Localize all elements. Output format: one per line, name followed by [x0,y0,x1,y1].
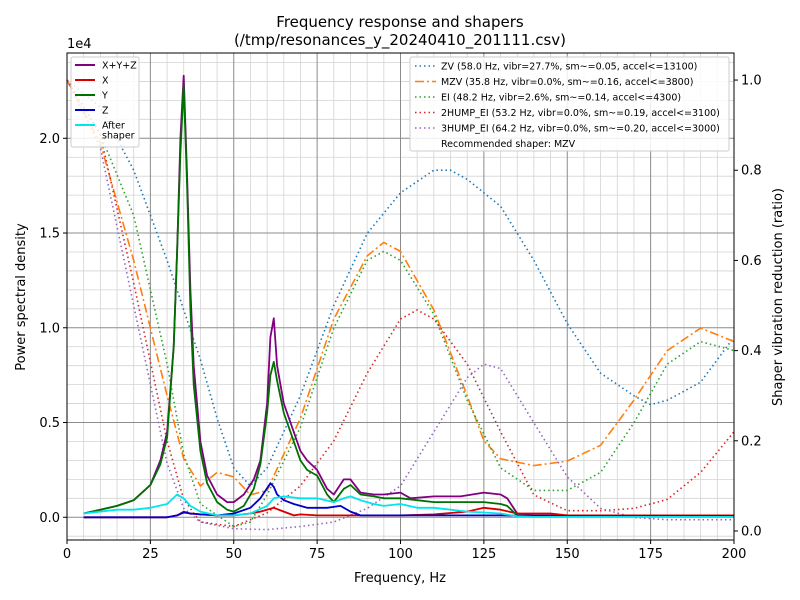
y-right-tick-label: 0.6 [741,254,762,269]
x-tick-label: 200 [722,547,747,562]
x-tick-label: 50 [225,547,242,562]
x-tick-label: 175 [638,547,663,562]
shaper-line-zv [66,79,735,488]
y-right-tick-label: 0.0 [741,524,762,539]
y-left-tick-label: 1.0 [39,321,60,336]
x-tick-label: 125 [471,547,496,562]
legend-label-zv: ZV (58.0 Hz, vibr=27.7%, sm~=0.05, accel… [441,62,697,73]
chart-title-line1: Frequency response and shapers [276,13,524,31]
y-right-tick-label: 0.8 [741,164,762,179]
y-left-tick-label: 0.5 [39,416,60,431]
psd-line-y [83,84,734,518]
x-tick-label: 75 [309,547,326,562]
y-axis-left-label: Power spectral density [14,223,29,371]
legend-label-2hump-ei: 2HUMP_EI (53.2 Hz, vibr=0.0%, sm~=0.19, … [441,108,720,119]
y-axis-left-exponent: 1e4 [67,37,92,52]
x-tick-label: 100 [388,547,413,562]
legend-shapers-frame [409,56,730,152]
y-right-tick-label: 1.0 [741,74,762,89]
chart-title-line2: (/tmp/resonances_y_20240410_201111.csv) [234,31,566,50]
y-axis-right-label: Shaper vibration reduction (ratio) [771,188,786,406]
legend-label-x: X [102,76,109,87]
legend-label-x-y-z: X+Y+Z [102,61,137,72]
shaper-line-2hump-ei [66,79,735,528]
legend-label-ei: EI (48.2 Hz, vibr=2.6%, sm~=0.14, accel<… [441,93,681,104]
psd-line-after-shaper [83,493,734,518]
legend-label-after-shaper: shaper [102,131,135,142]
recommended-shaper: Recommended shaper: MZV [441,139,576,150]
x-tick-label: 25 [142,547,159,562]
legend-label-3hump-ei: 3HUMP_EI (64.2 Hz, vibr=0.0%, sm~=0.20, … [441,124,720,135]
y-left-tick-label: 1.5 [39,227,60,242]
x-tick-label: 0 [63,547,71,562]
shaper-line-mzv [66,79,735,496]
legend-label-y: Y [101,91,108,102]
shaper-line-ei [66,79,735,528]
y-right-tick-label: 0.4 [741,344,762,359]
y-right-tick-label: 0.2 [741,434,762,449]
x-axis-label: Frequency, Hz [354,571,446,586]
x-tick-label: 150 [555,547,580,562]
legend-label-mzv: MZV (35.8 Hz, vibr=0.0%, sm~=0.16, accel… [441,77,693,88]
y-left-tick-label: 0.0 [39,511,60,526]
legend-shapers: ZV (58.0 Hz, vibr=27.7%, sm~=0.05, accel… [409,56,730,152]
ticks: 0 25 50 75 100 125 150 175 200 0.0 0.5 1.0 1.5 2.0 0.0… [39,74,761,562]
series-layer [66,74,735,531]
y-left-tick-label: 2.0 [39,132,60,147]
legend-label-after-shaper: After [102,121,125,132]
legend-label-z: Z [102,106,109,117]
psd-line-z [83,482,734,519]
